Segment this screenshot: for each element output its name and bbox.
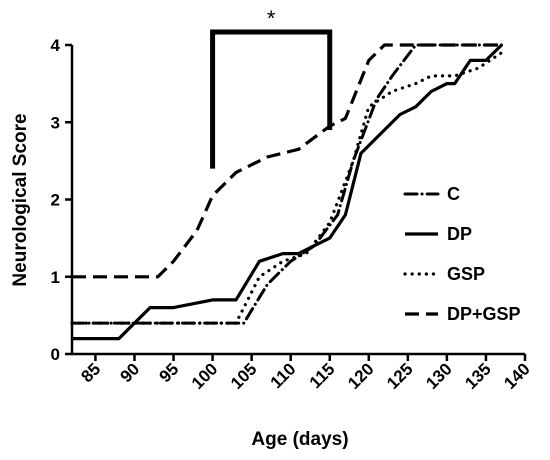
x-tick-label: 110 <box>267 359 300 392</box>
y-tick-label: 3 <box>51 113 60 132</box>
x-tick-label: 95 <box>156 359 183 386</box>
y-axis-title: Neurological Score <box>10 113 31 286</box>
legend-label: DP+GSP <box>447 304 521 324</box>
x-tick-label: 140 <box>500 359 533 392</box>
x-tick-label: 125 <box>383 359 416 392</box>
significance-annotation: * <box>210 6 333 169</box>
legend-label: GSP <box>447 264 485 284</box>
x-tick-label: 130 <box>422 359 455 392</box>
x-axis-title: Age (days) <box>251 429 348 450</box>
legend: C DP GSP DP+GSP <box>403 184 521 324</box>
x-tick-label: 120 <box>344 359 377 392</box>
x-tick-label: 90 <box>116 359 143 386</box>
y-tick-label: 0 <box>51 345 60 364</box>
y-axis-ticks: 0 1 2 3 4 <box>51 36 72 364</box>
series-line-dp-gsp <box>72 43 502 279</box>
significance-bracket <box>210 29 333 169</box>
legend-label: C <box>447 184 460 204</box>
y-tick-label: 4 <box>51 36 61 55</box>
x-axis-ticks: 85 90 95 100 105 110 115 120 125 130 135 140 <box>77 354 534 393</box>
y-tick-label: 2 <box>51 191 60 210</box>
x-tick-label: 85 <box>77 359 104 386</box>
series-line-dp <box>72 43 503 341</box>
x-tick-label: 105 <box>227 359 260 392</box>
series-lines <box>70 43 504 341</box>
x-tick-label: 100 <box>188 359 221 392</box>
x-tick-label: 115 <box>306 359 339 392</box>
x-tick-label: 135 <box>461 359 494 392</box>
legend-label: DP <box>447 224 472 244</box>
series-line-gsp <box>70 51 504 325</box>
significance-label: * <box>267 6 276 31</box>
y-tick-label: 1 <box>51 268 60 287</box>
